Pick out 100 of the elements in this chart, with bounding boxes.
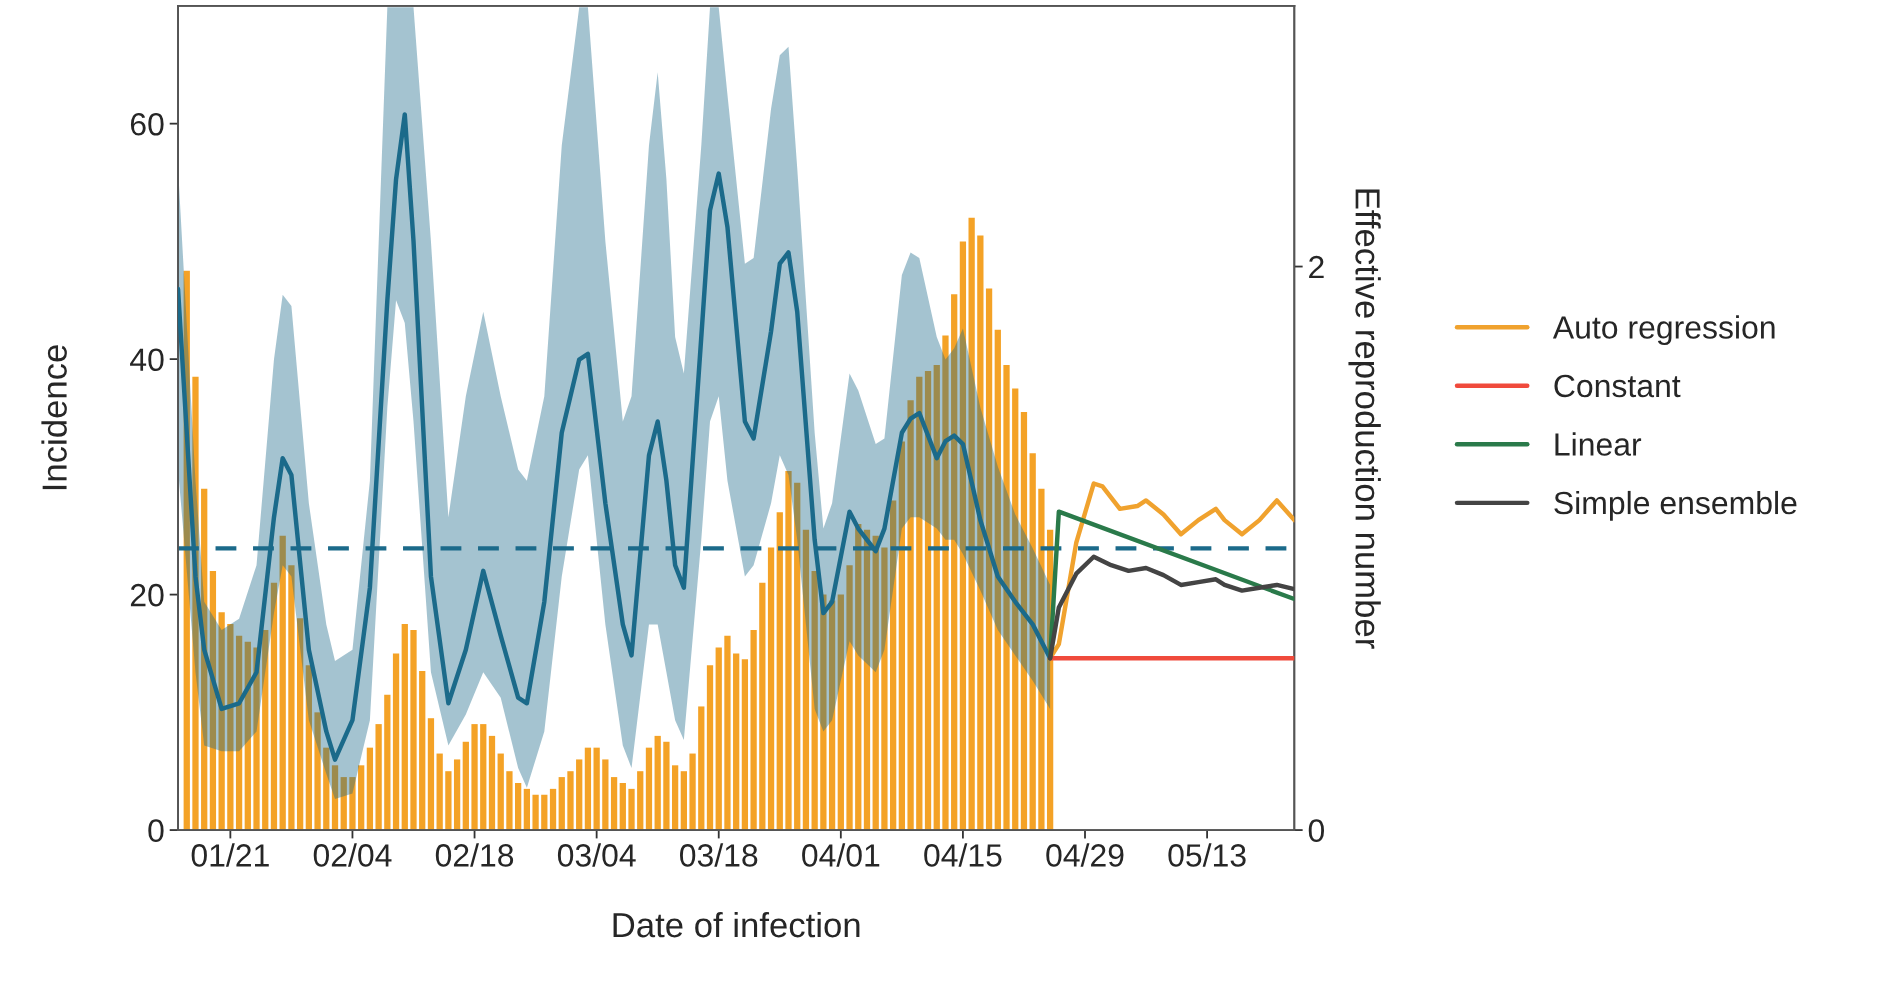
legend-label: Auto regression xyxy=(1552,315,1775,346)
bar xyxy=(523,788,531,831)
bar xyxy=(497,753,504,831)
bar xyxy=(741,659,749,831)
bar xyxy=(270,582,278,831)
bar xyxy=(846,565,853,831)
bar xyxy=(392,653,400,831)
y-tick-label: 40 xyxy=(130,348,164,372)
bar xyxy=(1003,365,1010,831)
bar xyxy=(384,694,391,831)
bar xyxy=(706,665,714,831)
bar xyxy=(994,329,1001,831)
bar xyxy=(427,718,435,831)
bar xyxy=(358,765,365,831)
bar xyxy=(872,535,879,831)
bar xyxy=(244,641,251,831)
legend-label: Constant xyxy=(1554,374,1681,398)
bar xyxy=(419,671,426,831)
bar xyxy=(305,665,312,831)
bar xyxy=(488,735,496,831)
bar xyxy=(541,794,548,831)
bar xyxy=(890,500,897,831)
x-tick-label: 03/04 xyxy=(557,843,636,867)
bar xyxy=(331,765,339,831)
line-series xyxy=(1047,554,1295,661)
bar xyxy=(698,706,705,831)
bar xyxy=(593,747,600,831)
bar xyxy=(296,618,304,831)
bar xyxy=(820,594,827,831)
x-tick-label: 02/18 xyxy=(435,843,514,867)
y-tick-label: 20 xyxy=(130,583,164,607)
y-axis-title: Incidence xyxy=(41,345,67,490)
bar xyxy=(916,376,923,831)
bar xyxy=(785,470,792,831)
bar xyxy=(366,747,374,831)
legend-label: Linear xyxy=(1555,432,1642,456)
bar xyxy=(759,582,766,831)
bar xyxy=(671,765,679,831)
bar xyxy=(628,788,635,831)
legend-label: Simple ensemble xyxy=(1554,490,1797,521)
y2-tick-label: 0 xyxy=(1308,819,1325,842)
bar xyxy=(942,335,949,831)
y2-tick-label: 2 xyxy=(1309,255,1324,279)
bar xyxy=(558,777,565,831)
bar xyxy=(637,771,644,831)
bar xyxy=(1029,453,1036,831)
bar xyxy=(506,771,513,831)
bar xyxy=(462,741,469,831)
bar xyxy=(654,735,661,831)
bar xyxy=(549,788,557,831)
bar xyxy=(645,747,653,831)
bar xyxy=(985,288,993,831)
bar xyxy=(445,771,452,831)
bar xyxy=(715,647,722,831)
bar xyxy=(610,777,618,831)
bar xyxy=(907,400,914,831)
bar xyxy=(584,747,592,831)
bar xyxy=(567,771,574,831)
x-tick-label: 04/01 xyxy=(802,843,880,867)
bar xyxy=(218,612,225,831)
bar xyxy=(279,535,286,831)
bar xyxy=(471,724,478,831)
x-tick-label: 04/15 xyxy=(924,843,1002,867)
bar xyxy=(863,529,871,831)
bar xyxy=(410,629,417,831)
bar xyxy=(576,759,583,831)
bar xyxy=(837,594,844,831)
y2-axis-title: Effective reproduction number xyxy=(1348,189,1381,649)
y-tick-label: 0 xyxy=(148,819,164,842)
bar xyxy=(401,624,408,831)
bar xyxy=(235,635,243,831)
bar xyxy=(933,365,940,831)
bar xyxy=(323,747,330,831)
x-tick-label: 02/04 xyxy=(313,843,392,867)
bar xyxy=(453,759,461,831)
bar xyxy=(977,235,984,831)
bar xyxy=(602,759,609,831)
x-tick-label: 04/29 xyxy=(1046,843,1124,867)
bar xyxy=(767,547,775,831)
bar xyxy=(689,753,696,831)
x-axis-title: Date of infection xyxy=(613,911,860,938)
bar xyxy=(227,624,234,831)
bar xyxy=(340,777,347,831)
x-tick-label: 01/21 xyxy=(191,843,269,867)
bar xyxy=(802,529,810,831)
bar xyxy=(515,782,522,831)
x-tick-label: 05/13 xyxy=(1168,843,1246,867)
bar xyxy=(349,777,356,831)
bar xyxy=(480,724,487,831)
bar xyxy=(959,241,967,831)
bar xyxy=(733,653,740,831)
bar xyxy=(1012,388,1019,831)
bar xyxy=(898,441,906,831)
bar xyxy=(680,771,687,831)
bar xyxy=(776,512,783,831)
bar xyxy=(532,794,539,831)
bar xyxy=(724,635,731,831)
bar xyxy=(375,724,382,831)
x-tick-label: 03/18 xyxy=(680,843,758,867)
y-tick-label: 60 xyxy=(130,112,164,136)
